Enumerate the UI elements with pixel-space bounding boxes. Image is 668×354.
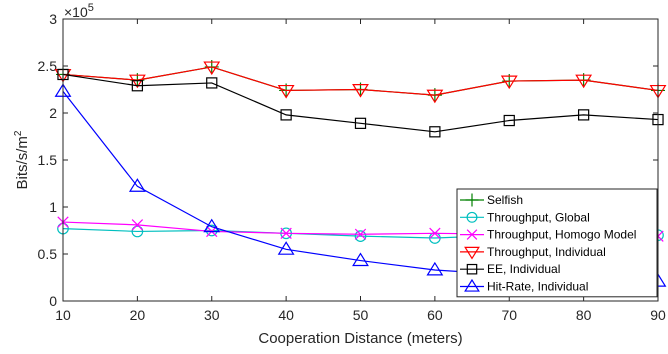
- point-ee-individual-70: [503, 114, 515, 127]
- legend-label: Throughput, Individual: [487, 245, 606, 259]
- point-ee-individual-80: [577, 109, 590, 121]
- x-tick-label-8: 90: [650, 307, 666, 323]
- x-tick-label-5: 60: [427, 307, 443, 323]
- point-throughput-homogo-model-20: [131, 219, 144, 231]
- legend-marker: [466, 211, 478, 223]
- point-ee-individual-40: [280, 109, 292, 121]
- x-tick-label-3: 40: [278, 307, 294, 323]
- legend-label: EE, Individual: [487, 262, 560, 276]
- legend-item-hit-rate-individual: Hit-Rate, Individual: [460, 278, 588, 294]
- y-tick-label-4: 2: [49, 105, 57, 121]
- x-tick-label-7: 80: [576, 307, 592, 323]
- y-tick-label-5: 2.5: [38, 58, 58, 74]
- point-throughput-individual-50: [352, 83, 369, 98]
- x-axis-label: Cooperation Distance (meters): [258, 330, 462, 347]
- point-throughput-individual-70: [500, 75, 518, 90]
- legend-label: Selfish: [487, 193, 523, 207]
- y-axis-multiplier: ×105: [64, 2, 94, 20]
- point-throughput-global-50: [354, 230, 367, 242]
- legend-label: Throughput, Homogo Model: [487, 228, 636, 242]
- y-tick-label-1: 0.5: [38, 246, 58, 262]
- legend-marker: [465, 193, 479, 207]
- y-tick-label-0: 0: [49, 293, 57, 309]
- legend-box: [456, 188, 658, 298]
- plot-frame: [62, 18, 659, 302]
- series-line-throughput-individual: [62, 66, 659, 96]
- point-hit-rate-individual-30: [203, 218, 221, 233]
- point-throughput-global-20: [131, 225, 144, 238]
- legend-marker: [464, 246, 480, 260]
- legend-item-selfish: Selfish: [460, 193, 523, 207]
- x-tick-label-0: 10: [55, 307, 71, 323]
- x-tick-label-6: 70: [501, 307, 517, 323]
- x-tick-label-1: 20: [130, 307, 146, 323]
- point-ee-individual-30: [206, 77, 218, 89]
- y-tick-label-2: 1: [49, 199, 57, 215]
- y-tick-label-3: 1.5: [38, 152, 58, 168]
- legend-items: Selfish Throughput, Global Throughput, Hom…: [460, 193, 636, 294]
- legend-item-throughput-global: Throughput, Global: [460, 210, 590, 224]
- point-throughput-homogo-model-60: [429, 227, 441, 239]
- legend: Selfish Throughput, Global Throughput, Hom…: [456, 188, 658, 298]
- point-throughput-homogo-model-50: [354, 228, 367, 240]
- point-hit-rate-individual-60: [426, 261, 444, 276]
- x-tick-label-4: 50: [353, 307, 369, 323]
- y-multiplier-base: ×10: [64, 4, 88, 20]
- y-axis-label-text: Bits/s/m: [14, 136, 31, 189]
- legend-marker: [464, 278, 480, 292]
- legend-label: Throughput, Global: [487, 210, 590, 224]
- point-throughput-individual-80: [575, 74, 593, 89]
- point-hit-rate-individual-40: [277, 241, 295, 255]
- point-throughput-individual-60: [426, 89, 444, 104]
- point-throughput-homogo-model-40: [280, 227, 292, 239]
- legend-item-throughput-homogo-model: Throughput, Homogo Model: [460, 228, 636, 242]
- point-throughput-individual-40: [277, 84, 295, 99]
- series-throughput-individual: [54, 61, 667, 104]
- point-ee-individual-50: [354, 117, 367, 129]
- legend-item-ee-individual: EE, Individual: [460, 262, 560, 276]
- legend-marker: [466, 263, 478, 275]
- ticks-layer: 10 20 30 40 50 60 70 80 90 0 0.5 1 1.5 2 2.5 3: [38, 11, 666, 323]
- point-throughput-individual-30: [203, 61, 221, 76]
- point-ee-individual-20: [131, 80, 144, 92]
- point-hit-rate-individual-20: [128, 178, 146, 192]
- y-axis-label-superscript: 2: [13, 130, 24, 136]
- legend-item-throughput-individual: Throughput, Individual: [460, 245, 606, 260]
- x-tick-label-2: 30: [204, 307, 220, 323]
- point-hit-rate-individual-50: [352, 252, 369, 267]
- series-line-ee-individual: [62, 73, 659, 133]
- series-ee-individual: [57, 68, 664, 138]
- y-tick-label-6: 3: [49, 11, 57, 27]
- legend-marker: [466, 229, 478, 240]
- y-axis-label: Bits/s/m2: [13, 130, 31, 189]
- y-multiplier-exp: 5: [88, 2, 94, 14]
- legend-label: Hit-Rate, Individual: [487, 280, 588, 294]
- point-ee-individual-60: [429, 126, 441, 138]
